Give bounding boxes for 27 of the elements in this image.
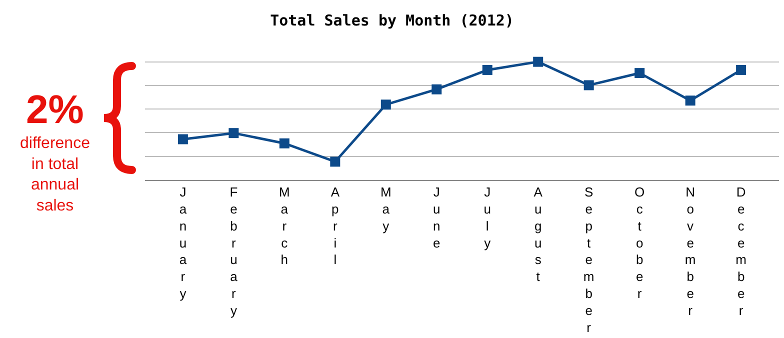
text: 2% <box>26 88 84 132</box>
x-tick-label: March <box>279 184 290 268</box>
point <box>279 138 290 148</box>
point <box>533 56 544 67</box>
point <box>736 64 746 75</box>
x-tick-label: February <box>230 184 238 318</box>
point <box>330 156 340 167</box>
x-tick-label: August <box>534 184 543 284</box>
x-tick-label: June <box>433 184 440 250</box>
point <box>482 64 492 75</box>
x-tick-label: December <box>736 184 746 318</box>
x-tick-label: May <box>380 184 392 234</box>
point <box>634 68 645 78</box>
point <box>380 100 391 110</box>
text: difference in total annual sales <box>20 135 90 214</box>
point <box>685 96 696 106</box>
x-tick-label: April <box>330 184 340 268</box>
chart-title: Total Sales by Month (2012) <box>270 12 514 30</box>
x-tick-label: November <box>684 184 696 318</box>
x-tick-label: October <box>634 184 645 301</box>
point <box>178 134 188 144</box>
point <box>584 80 594 90</box>
x-tick-label: July <box>484 184 492 250</box>
point <box>228 128 239 138</box>
point <box>432 84 442 94</box>
category-label: September <box>583 184 594 335</box>
x-tick-label: January <box>179 184 188 301</box>
